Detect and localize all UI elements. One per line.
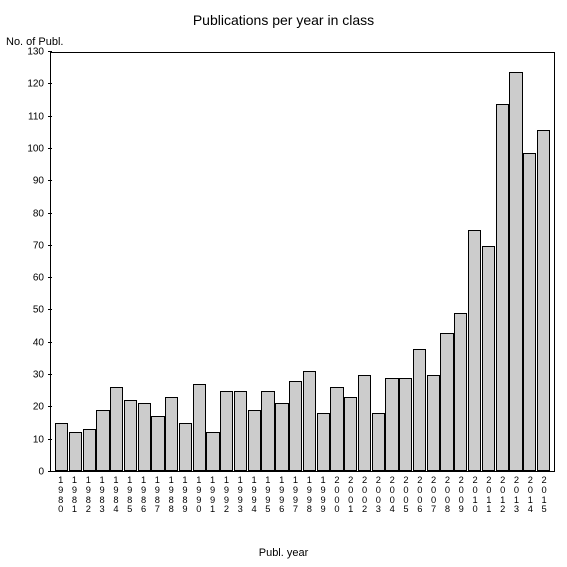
x-tick-label: 1994 — [247, 474, 260, 534]
x-tick-label: 2003 — [372, 474, 385, 534]
x-tick-label: 2013 — [510, 474, 523, 534]
x-tick-label: 1991 — [206, 474, 219, 534]
bar — [275, 403, 288, 471]
bar — [372, 413, 385, 471]
bar — [151, 416, 164, 471]
y-tick-label: 40 — [33, 337, 44, 348]
y-tick-label: 80 — [33, 208, 44, 219]
bar — [248, 410, 261, 471]
y-tick-label: 120 — [27, 79, 44, 90]
bar — [179, 423, 192, 471]
bar — [440, 333, 453, 471]
y-tick-label: 30 — [33, 370, 44, 381]
x-tick-label: 1987 — [151, 474, 164, 534]
bar — [69, 432, 82, 471]
x-tick-label: 2012 — [496, 474, 509, 534]
x-tick-label: 2015 — [537, 474, 550, 534]
x-tick-label: 1999 — [316, 474, 329, 534]
y-tick-label: 90 — [33, 176, 44, 187]
bar — [399, 378, 412, 471]
bar — [138, 403, 151, 471]
y-tick-label: 0 — [38, 467, 44, 478]
bar — [289, 381, 302, 471]
y-tick-label: 100 — [27, 143, 44, 154]
x-tick-label: 1992 — [220, 474, 233, 534]
bar — [220, 391, 233, 471]
y-tick-label: 10 — [33, 434, 44, 445]
x-tick-label: 2009 — [455, 474, 468, 534]
bar — [523, 153, 536, 471]
bar — [330, 387, 343, 471]
x-tick-label: 2002 — [358, 474, 371, 534]
bar — [124, 400, 137, 471]
x-tick-label: 2004 — [386, 474, 399, 534]
bar — [83, 429, 96, 471]
x-tick-label: 2010 — [468, 474, 481, 534]
x-tick-label: 1982 — [82, 474, 95, 534]
bar — [261, 391, 274, 471]
x-tick-label: 1986 — [137, 474, 150, 534]
x-tick-label: 1997 — [289, 474, 302, 534]
x-tick-label: 1985 — [123, 474, 136, 534]
bar — [482, 246, 495, 471]
y-axis-ticks: 0102030405060708090100110120130 — [0, 52, 48, 472]
x-tick-label: 2001 — [344, 474, 357, 534]
bars-group — [51, 53, 554, 471]
x-axis-ticks: 1980198119821983198419851986198719881989… — [50, 474, 555, 534]
x-tick-label: 1983 — [95, 474, 108, 534]
bar — [385, 378, 398, 471]
bar — [55, 423, 68, 471]
x-axis-label: Publ. year — [0, 547, 567, 559]
bar — [110, 387, 123, 471]
bar — [454, 313, 467, 471]
bar — [317, 413, 330, 471]
bar — [468, 230, 481, 471]
x-tick-label: 1981 — [68, 474, 81, 534]
bar — [537, 130, 550, 471]
bar — [413, 349, 426, 471]
bar — [193, 384, 206, 471]
y-tick-label: 130 — [27, 47, 44, 58]
chart-container: Publications per year in class No. of Pu… — [0, 0, 567, 567]
x-tick-label: 1990 — [192, 474, 205, 534]
bar — [358, 375, 371, 471]
plot-area — [50, 52, 555, 472]
x-tick-label: 1988 — [165, 474, 178, 534]
bar — [427, 375, 440, 471]
x-tick-label: 1984 — [109, 474, 122, 534]
x-tick-label: 2014 — [524, 474, 537, 534]
x-tick-label: 1980 — [54, 474, 67, 534]
bar — [206, 432, 219, 471]
y-tick-label: 20 — [33, 402, 44, 413]
x-tick-label: 2005 — [399, 474, 412, 534]
bar — [509, 72, 522, 471]
x-tick-label: 1998 — [303, 474, 316, 534]
bar — [344, 397, 357, 471]
x-tick-label: 2011 — [482, 474, 495, 534]
chart-title: Publications per year in class — [0, 12, 567, 28]
y-tick-label: 60 — [33, 273, 44, 284]
bar — [165, 397, 178, 471]
x-tick-label: 1989 — [178, 474, 191, 534]
x-tick-label: 2007 — [427, 474, 440, 534]
bar — [303, 371, 316, 471]
bar — [234, 391, 247, 471]
y-tick-label: 70 — [33, 240, 44, 251]
bar — [496, 104, 509, 471]
bar — [96, 410, 109, 471]
x-tick-label: 2008 — [441, 474, 454, 534]
x-tick-label: 2006 — [413, 474, 426, 534]
x-tick-label: 2000 — [330, 474, 343, 534]
x-tick-label: 1996 — [275, 474, 288, 534]
x-tick-label: 1995 — [261, 474, 274, 534]
y-tick-label: 110 — [28, 111, 44, 122]
x-tick-label: 1993 — [234, 474, 247, 534]
y-tick-label: 50 — [33, 305, 44, 316]
